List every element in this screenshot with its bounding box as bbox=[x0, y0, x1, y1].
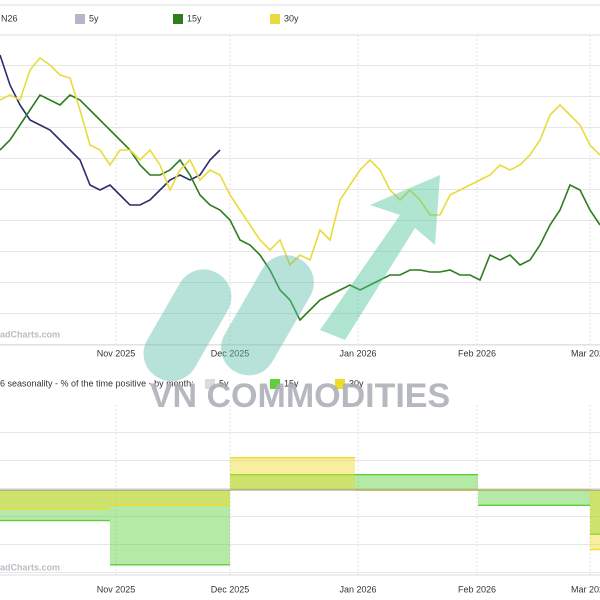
series-line bbox=[0, 54, 221, 206]
x-tick-label: Nov 2025 bbox=[97, 584, 136, 594]
step-area bbox=[0, 490, 110, 521]
watermark: adCharts.com bbox=[0, 562, 60, 572]
legend-swatch bbox=[270, 14, 280, 24]
legend-label: 30y bbox=[284, 13, 299, 23]
legend-label: 30y bbox=[349, 378, 364, 388]
logo-bar bbox=[221, 255, 314, 376]
x-tick-label: Dec 2025 bbox=[211, 348, 250, 358]
x-tick-label: Jan 2026 bbox=[339, 584, 376, 594]
legend-label: 15y bbox=[187, 13, 202, 23]
logo-bar bbox=[143, 269, 232, 382]
series-line bbox=[0, 56, 600, 267]
step-area bbox=[110, 490, 230, 506]
step-area bbox=[230, 474, 355, 490]
legend-label: 5y bbox=[89, 13, 99, 23]
x-tick-label: Feb 2026 bbox=[458, 348, 496, 358]
chart-title: N26 bbox=[1, 13, 18, 23]
x-tick-label: Mar 2026 bbox=[571, 348, 600, 358]
logo-arrow bbox=[320, 175, 440, 340]
x-tick-label: Feb 2026 bbox=[458, 584, 496, 594]
watermark: VN COMMODITIES bbox=[150, 377, 450, 415]
x-tick-label: Jan 2026 bbox=[339, 348, 376, 358]
legend-swatch bbox=[335, 379, 345, 389]
step-area bbox=[478, 490, 590, 506]
legend-label: 15y bbox=[284, 378, 299, 388]
series-line bbox=[0, 93, 600, 322]
legend-swatch bbox=[205, 379, 215, 389]
chart-title: 6 seasonality - % of the time positive -… bbox=[0, 378, 194, 388]
step-area bbox=[110, 490, 230, 565]
legend-swatch bbox=[270, 379, 280, 389]
watermark: adCharts.com bbox=[0, 329, 60, 339]
step-area bbox=[355, 474, 478, 490]
x-tick-label: Dec 2025 bbox=[211, 584, 250, 594]
x-tick-label: Mar 2026 bbox=[571, 584, 600, 594]
legend-label: 5y bbox=[219, 378, 229, 388]
x-tick-label: Nov 2025 bbox=[97, 348, 136, 358]
legend-swatch bbox=[173, 14, 183, 24]
step-area bbox=[230, 457, 355, 490]
step-area bbox=[590, 490, 600, 535]
step-area bbox=[590, 490, 600, 550]
step-area bbox=[0, 490, 110, 509]
logo bbox=[143, 175, 440, 382]
legend-swatch bbox=[75, 14, 85, 24]
